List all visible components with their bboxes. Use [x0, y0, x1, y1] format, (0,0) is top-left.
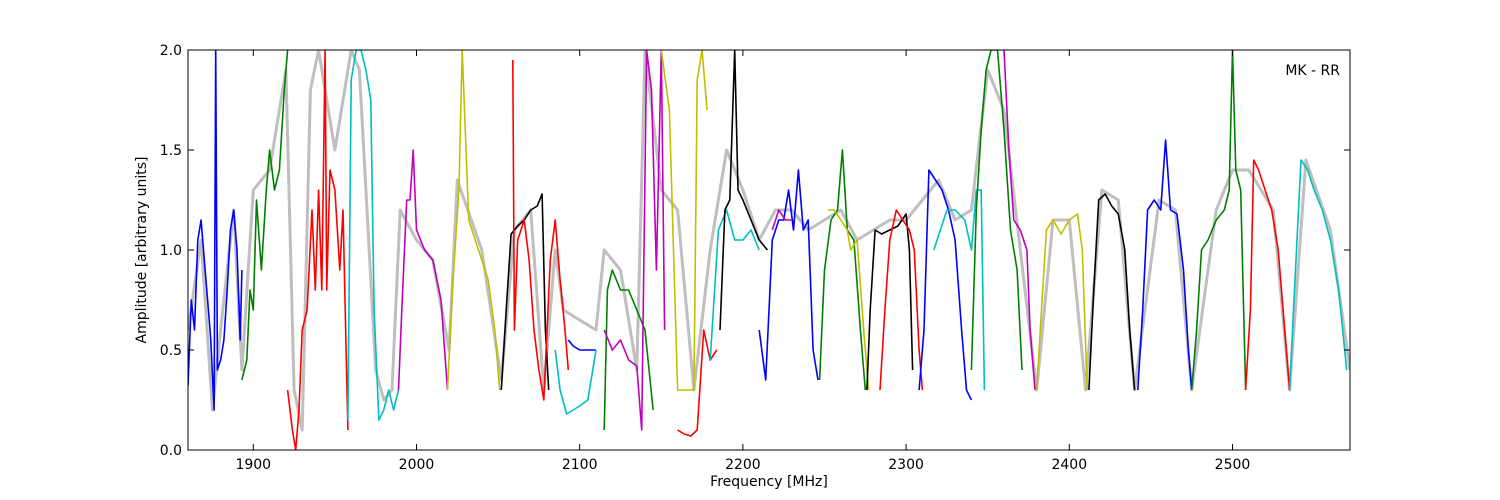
- y-tick-label: 2.0: [160, 43, 182, 59]
- panel-annotation: MK - RR: [1285, 63, 1340, 79]
- series-line-9: [554, 349, 597, 415]
- plot-content: [188, 50, 1350, 450]
- series-line-30: [1244, 159, 1291, 391]
- x-tick-label: 2400: [1051, 457, 1087, 473]
- series-line-24: [970, 50, 1023, 371]
- x-tick-label: 1900: [235, 457, 271, 473]
- series-line-11: [603, 50, 666, 431]
- x-tick-label: 2500: [1215, 457, 1251, 473]
- series-line-8: [567, 339, 596, 351]
- series-line-12: [660, 50, 708, 391]
- y-tick-label: 0.5: [160, 343, 182, 359]
- series-line-21: [879, 209, 924, 391]
- series-line-1: [241, 50, 289, 381]
- y-tick-label: 1.5: [160, 143, 182, 159]
- y-tick-label: 1.0: [160, 243, 182, 259]
- series-line-22: [918, 169, 973, 401]
- y-tick-label: 0.0: [160, 443, 182, 459]
- series-line-0: [188, 50, 243, 411]
- series-line-7: [512, 59, 570, 401]
- series-line-23: [933, 189, 986, 391]
- x-axis-label: Frequency [MHz]: [710, 474, 828, 490]
- series-line-18: [818, 149, 867, 391]
- background-trace: [188, 50, 1350, 432]
- series-line-31: [1288, 159, 1348, 391]
- series-line-27: [1088, 193, 1136, 391]
- series-line-5: [446, 50, 501, 391]
- series-line-3: [347, 50, 400, 421]
- series-line-15: [719, 50, 769, 331]
- x-tick-label: 2200: [725, 457, 761, 473]
- series-line-29: [1190, 50, 1247, 391]
- series-line-19: [827, 209, 870, 391]
- series-line-17: [771, 209, 792, 231]
- series-line-2: [286, 50, 349, 450]
- x-tick-label: 2000: [399, 457, 435, 473]
- series-line-25: [1003, 50, 1036, 391]
- series-line-20: [866, 213, 914, 391]
- series-line-4: [397, 149, 449, 391]
- series-line-16: [758, 169, 819, 381]
- y-axis-label: Amplitude [arbitrary units]: [134, 157, 150, 344]
- x-tick-label: 2300: [888, 457, 924, 473]
- plot-area: [188, 50, 1350, 450]
- axis-ticks: 1900 2000 2100 2200 2300 2400 2500 0.0 0.5 1.0 1.5…: [160, 43, 1350, 473]
- series-line-14: [709, 209, 760, 361]
- x-tick-label: 2100: [562, 457, 598, 473]
- series-line-28: [1137, 139, 1193, 391]
- series-line-6: [500, 193, 550, 391]
- series-line-26: [1035, 213, 1088, 391]
